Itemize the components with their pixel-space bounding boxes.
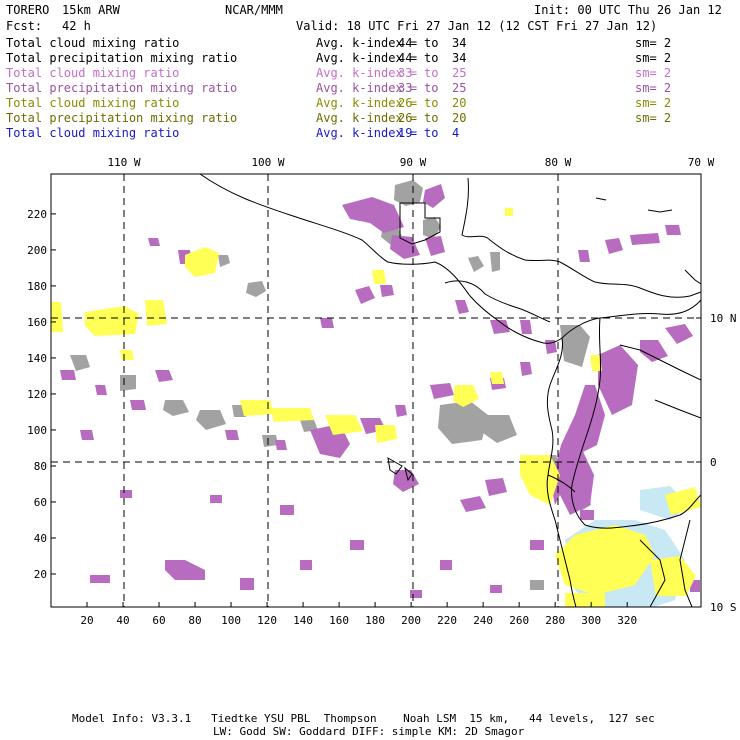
lat-lon-grid [51,174,701,607]
legend-name: Total precipitation mixing ratio [6,81,238,95]
legend-min: 25 [452,66,467,80]
legend-max: 26 [398,96,413,110]
y-tick-label: 80 [34,460,47,473]
legend-label: Avg. k-index = [316,66,418,80]
x-tick-label: 280 [545,614,565,627]
legend-to: to [424,111,439,125]
model-info-line-2: LW: Godd SW: Goddard DIFF: simple KM: 2D… [213,725,525,738]
x-tick-label: 80 [188,614,201,627]
legend-max: 19 [398,126,413,140]
legend-name: Total cloud mixing ratio [6,66,180,80]
legend-min: 34 [452,51,467,65]
legend-name: Total precipitation mixing ratio [6,111,238,125]
legend-sm: sm= 2 [635,96,672,110]
y-tick-label: 140 [27,352,47,365]
x-tick-label: 60 [152,614,165,627]
y-tick-label: 40 [34,532,47,545]
legend-max: 33 [398,66,413,80]
longitude-label: 70 W [688,156,715,169]
valid-time: Valid: 18 UTC Fri 27 Jan 12 (12 CST Fri … [296,19,658,33]
x-tick-label: 320 [617,614,637,627]
latitude-label: 0 [710,456,717,469]
x-tick-label: 140 [293,614,313,627]
y-tick-label: 160 [27,316,47,329]
legend-to: to [424,51,439,65]
legend-max: 26 [398,111,413,125]
legend-min: 25 [452,81,467,95]
x-tick-label: 220 [437,614,457,627]
coastlines [199,174,701,607]
organization: NCAR/MMM [225,3,283,17]
y-tick-label: 60 [34,496,47,509]
legend-name: Total cloud mixing ratio [6,36,180,50]
legend-name: Total cloud mixing ratio [6,96,180,110]
longitude-label: 100 W [251,156,284,169]
y-tick-label: 180 [27,280,47,293]
plot-frame [50,173,702,608]
y-tick-label: 200 [27,244,47,257]
legend-min: 20 [452,111,467,125]
legend-min: 4 [452,126,460,140]
model-info-line-1: Model Info: V3.3.1 Tiedtke YSU PBL Thomp… [72,712,655,725]
y-tick-label: 20 [34,568,47,581]
latitude-label: 10 S [710,601,737,614]
legend-max: 44 [398,36,413,50]
x-tick-label: 200 [401,614,421,627]
legend-sm: sm= 2 [635,66,672,80]
y-tick-label: 220 [27,208,47,221]
y-tick-label: 120 [27,388,47,401]
y-tick-label: 100 [27,424,47,437]
model-name: TORERO [6,3,50,17]
legend-label: Avg. k-index = [316,51,418,65]
x-tick-label: 120 [257,614,277,627]
legend-max: 33 [398,81,413,95]
legend-sm: sm= 2 [635,51,672,65]
legend-name: Total cloud mixing ratio [6,126,180,140]
legend-max: 44 [398,51,413,65]
x-tick-label: 160 [329,614,349,627]
legend-min: 20 [452,96,467,110]
legend-label: Avg. k-index = [316,36,418,50]
axis-tick-labels: 220 200 180 160 140 120 100 80 60 40 20 20 40 60 80 100… [27,156,736,627]
legend-to: to [424,36,439,50]
legend-to: to [424,126,439,140]
x-tick-label: 20 [80,614,93,627]
axis-ticks [51,174,702,608]
forecast-hour: 42 h [62,19,91,33]
x-tick-label: 180 [365,614,385,627]
x-tick-label: 300 [581,614,601,627]
legend-to: to [424,66,439,80]
legend-label: Avg. k-index = [316,96,418,110]
init-time: Init: 00 UTC Thu 26 Jan 12 [534,3,722,17]
x-tick-label: 240 [473,614,493,627]
x-tick-label: 260 [509,614,529,627]
longitude-label: 80 W [545,156,572,169]
legend-name: Total precipitation mixing ratio [6,51,238,65]
forecast-label: Fcst: [6,19,43,33]
legend-min: 34 [452,36,467,50]
x-tick-label: 40 [116,614,129,627]
legend-label: Avg. k-index = [316,81,418,95]
longitude-label: 110 W [107,156,140,169]
legend-sm: sm= 2 [635,81,672,95]
legend-label: Avg. k-index = [316,126,418,140]
legend-sm: sm= 2 [635,111,672,125]
legend-sm: sm= 2 [635,36,672,50]
latitude-label: 10 N [710,312,737,325]
x-tick-label: 100 [221,614,241,627]
longitude-label: 90 W [400,156,427,169]
legend-to: to [424,81,439,95]
model-config: 15km ARW [62,3,120,17]
legend-label: Avg. k-index = [316,111,418,125]
legend-to: to [424,96,439,110]
